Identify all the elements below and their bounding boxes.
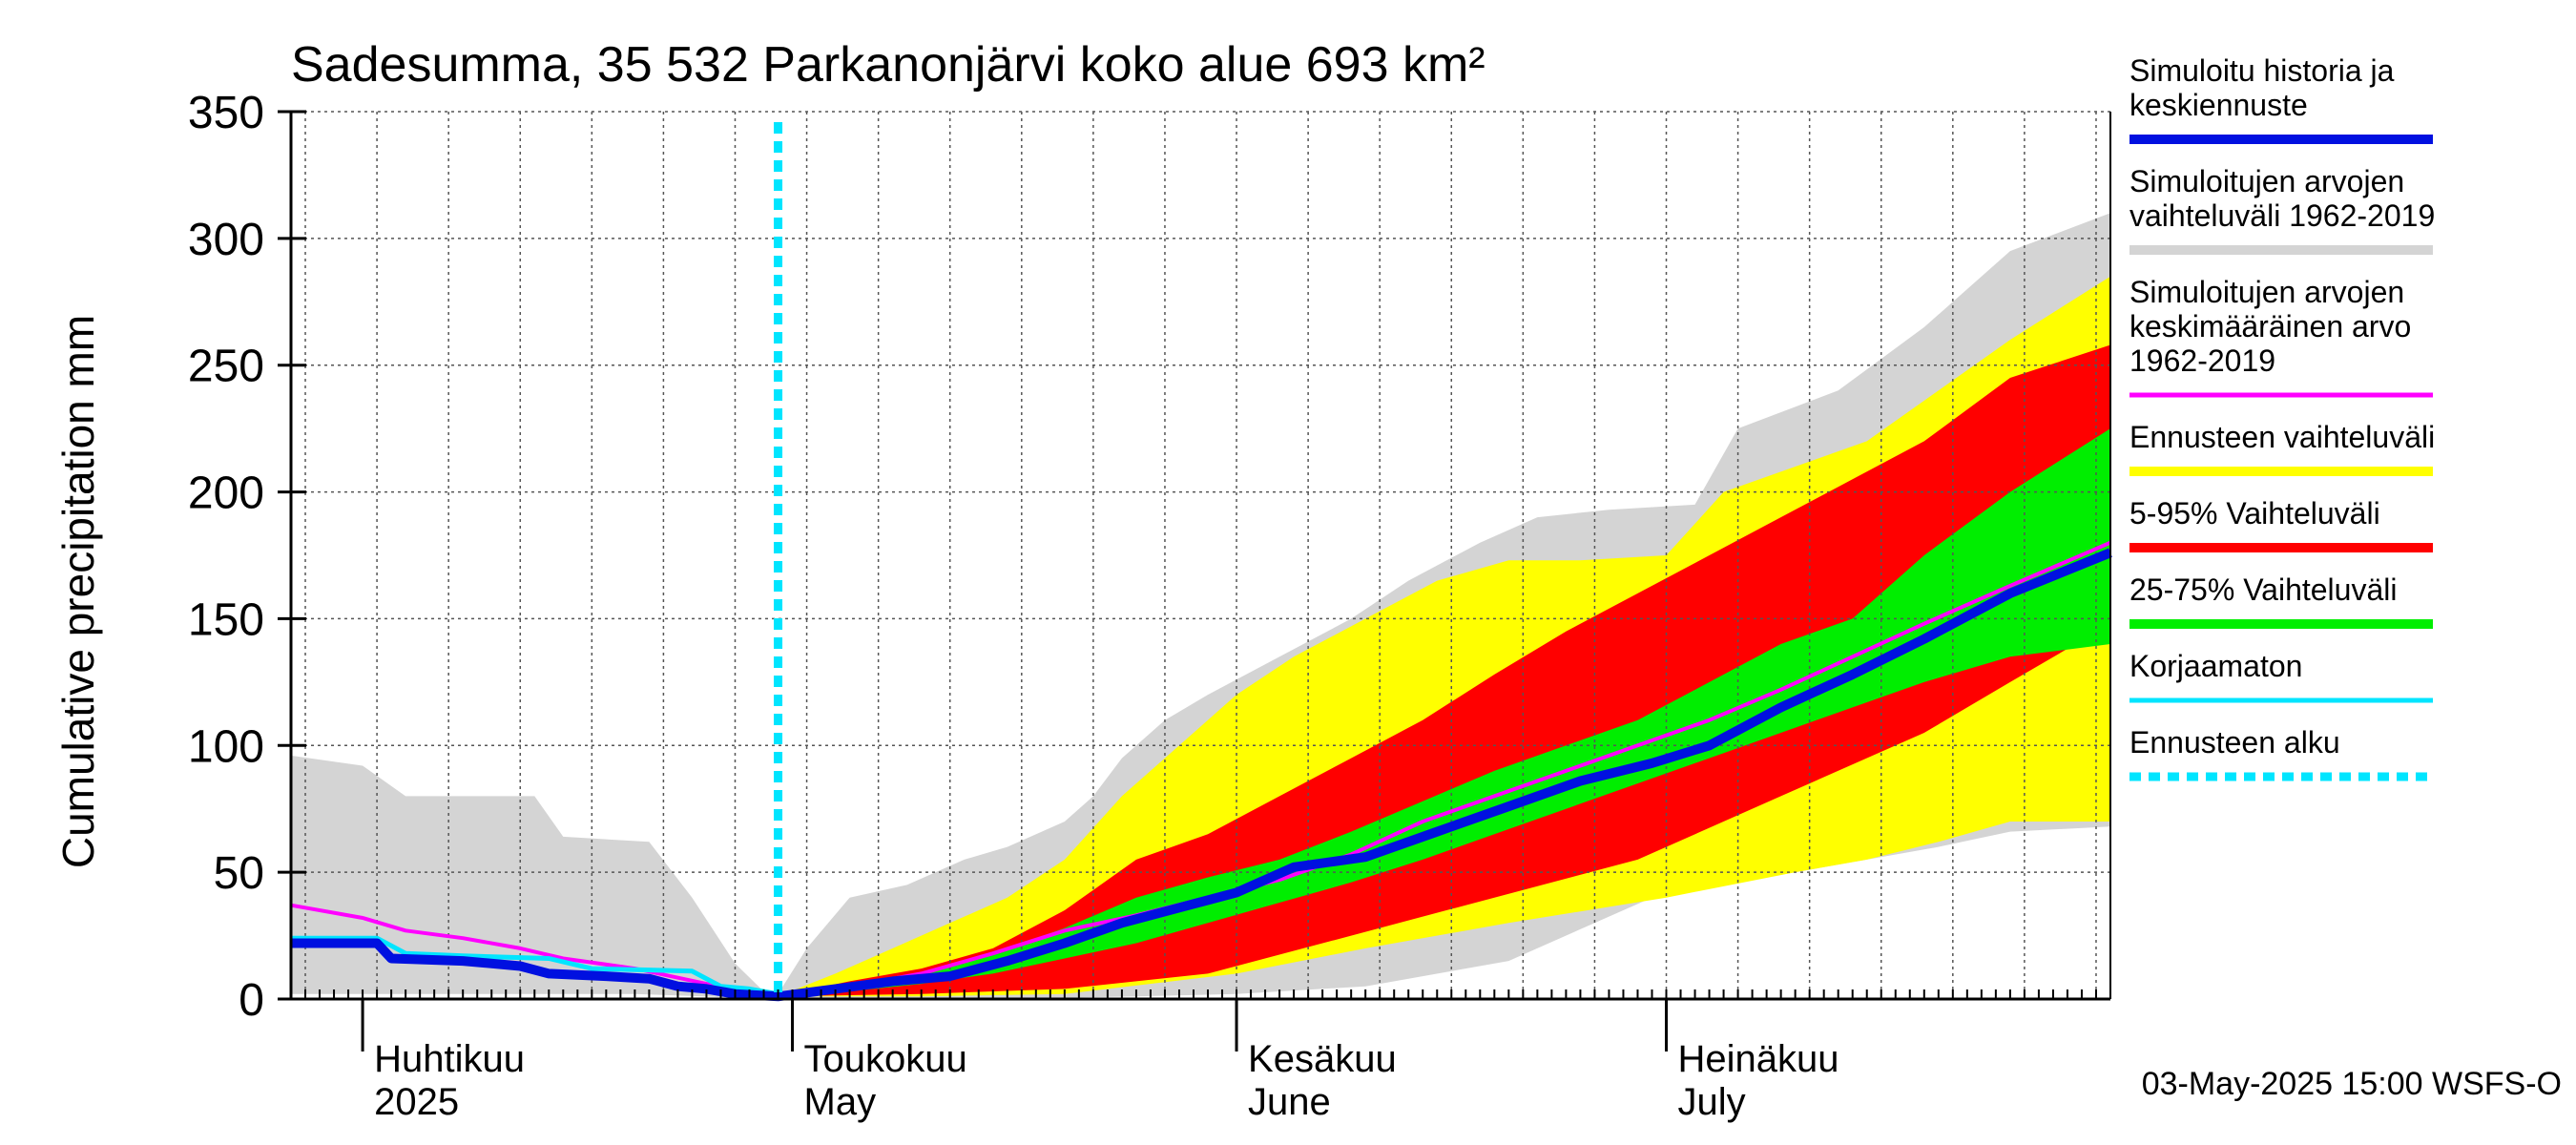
legend-label-mean: Simuloitujen arvojen <box>2129 275 2404 309</box>
legend-label-fc_start: Ennusteen alku <box>2129 725 2340 760</box>
legend-label-hist: Simuloitu historia ja <box>2129 53 2395 88</box>
legend-label-p25_75: 25-75% Vaihteluväli <box>2129 572 2397 607</box>
y-axis-label: Cumulative precipitation mm <box>53 315 103 868</box>
plot-grid <box>291 111 2110 999</box>
month-label-top: Huhtikuu <box>374 1038 525 1080</box>
series-raw-line <box>291 935 779 997</box>
y-tick-label: 300 <box>188 215 264 265</box>
month-label-top: Toukokuu <box>804 1038 967 1080</box>
y-tick-label: 250 <box>188 342 264 392</box>
y-tick-label: 0 <box>239 975 264 1026</box>
month-label-top: Kesäkuu <box>1248 1038 1397 1080</box>
series-hist-line <box>291 548 2112 1002</box>
legend-label-range_all: Simuloitujen arvojen <box>2129 164 2404 198</box>
series-mean-line <box>290 540 2111 999</box>
legend-label-mean: keskimääräinen arvo <box>2129 309 2411 344</box>
month-label-bottom: July <box>1678 1081 1746 1123</box>
month-label-bottom: May <box>804 1081 877 1123</box>
plot-lines <box>290 122 2112 1002</box>
legend-label-fc_range: Ennusteen vaihteluväli <box>2129 420 2435 454</box>
y-tick-label: 150 <box>188 594 264 645</box>
legend-label-hist: keskiennuste <box>2129 88 2308 122</box>
band-fc_range <box>778 276 2110 997</box>
y-tick-label: 200 <box>188 468 264 519</box>
legend-label-range_all: vaihteluväli 1962-2019 <box>2129 198 2435 233</box>
month-label-top: Heinäkuu <box>1678 1038 1839 1080</box>
y-tick-label: 100 <box>188 721 264 772</box>
plot-bands <box>291 213 2110 1000</box>
legend-label-mean: 1962-2019 <box>2129 344 2275 378</box>
chart-title: Sadesumma, 35 532 Parkanonjärvi koko alu… <box>291 37 1485 93</box>
legend-label-raw: Korjaamaton <box>2129 649 2302 683</box>
y-tick-label: 350 <box>188 88 264 138</box>
y-tick-label: 50 <box>214 848 264 899</box>
month-label-bottom: June <box>1248 1081 1331 1123</box>
month-label-bottom: 2025 <box>374 1081 459 1123</box>
timestamp-label: 03-May-2025 15:00 WSFS-O <box>2142 1066 2562 1102</box>
legend-label-p5_95: 5-95% Vaihteluväli <box>2129 496 2380 531</box>
